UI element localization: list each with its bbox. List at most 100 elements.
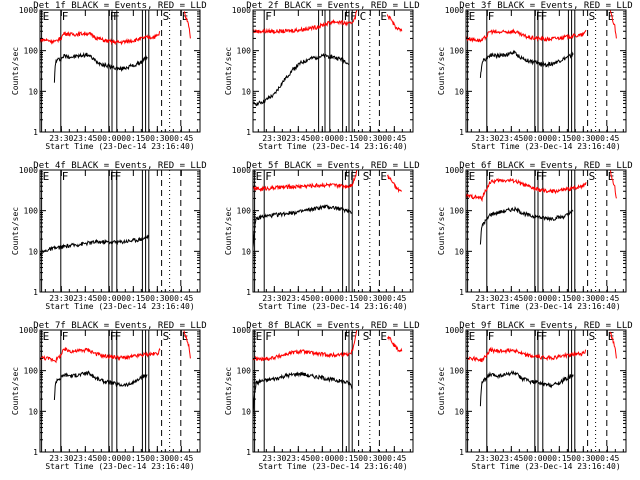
event-marker-label: F — [115, 170, 122, 183]
event-marker-label: E — [256, 330, 263, 343]
y-axis-label: Counts/sec — [224, 367, 233, 415]
y-tick-label: 1000 — [445, 6, 464, 15]
event-marker-label: E — [43, 170, 50, 183]
x-tick-label: 00:00 — [97, 134, 121, 143]
x-axis-label: Start Time (23-Dec-14 23:16:40) — [45, 142, 194, 151]
x-tick-label: 00:30 — [358, 134, 382, 143]
x-tick-label: 00:00 — [310, 454, 334, 463]
x-tick-label: 00:45 — [169, 294, 193, 303]
chart-title: Det 2f BLACK = Events, RED = LLD — [246, 1, 419, 11]
x-tick-label: 00:45 — [595, 134, 619, 143]
y-tick-label: 1000 — [232, 6, 251, 15]
y-tick-label: 1 — [33, 288, 38, 297]
event-marker-label: F — [110, 10, 117, 23]
x-tick-label: 00:15 — [121, 454, 145, 463]
events-series-line — [53, 51, 148, 83]
lld-series-line — [609, 10, 617, 39]
x-tick-label: 23:45 — [499, 294, 523, 303]
y-tick-label: 10 — [241, 407, 251, 416]
plot-frame — [252, 9, 414, 133]
x-tick-label: 00:30 — [358, 294, 382, 303]
lld-series-line — [466, 28, 587, 43]
x-tick-label: 23:30 — [49, 134, 73, 143]
plot-frame — [465, 9, 627, 133]
x-tick-label: 23:30 — [475, 294, 499, 303]
event-marker-label: F — [488, 10, 495, 23]
event-marker-label: F — [350, 330, 357, 343]
event-marker-label: S — [589, 10, 596, 23]
events-series-line — [53, 370, 148, 401]
x-tick-label: 00:45 — [382, 454, 406, 463]
events-series-line — [479, 49, 574, 78]
event-marker-label: E — [380, 330, 387, 343]
chart-title: Det 6f BLACK = Events, RED = LLD — [459, 161, 632, 171]
x-tick-label: 00:00 — [310, 294, 334, 303]
event-marker-label: F — [541, 170, 548, 183]
x-tick-label: 00:00 — [97, 454, 121, 463]
y-tick-label: 100 — [237, 367, 252, 376]
y-axis-label: Counts/sec — [11, 47, 20, 95]
y-tick-label: 10 — [241, 87, 251, 96]
y-tick-label: 100 — [24, 367, 39, 376]
lld-series-line — [466, 177, 587, 203]
plot-frame — [39, 329, 201, 453]
y-tick-label: 1000 — [445, 166, 464, 175]
x-tick-label: 00:30 — [145, 134, 169, 143]
x-tick-label: 23:30 — [475, 454, 499, 463]
x-tick-label: 00:30 — [358, 454, 382, 463]
y-tick-label: 1 — [246, 288, 251, 297]
event-marker-label: F — [110, 170, 117, 183]
x-tick-label: 00:45 — [595, 454, 619, 463]
x-tick-label: 00:15 — [547, 454, 571, 463]
y-tick-label: 1000 — [19, 326, 38, 335]
x-tick-label: 00:15 — [121, 134, 145, 143]
x-tick-label: 00:15 — [334, 294, 358, 303]
lld-series-line — [386, 14, 403, 33]
x-tick-label: 00:45 — [382, 294, 406, 303]
y-axis-label: Counts/sec — [11, 207, 20, 255]
plot-frame — [39, 169, 201, 293]
plot-frame — [465, 169, 627, 293]
event-marker-label: F — [536, 330, 543, 343]
y-tick-label: 1000 — [19, 6, 38, 15]
event-marker-label: F — [62, 170, 69, 183]
y-tick-label: 10 — [454, 247, 464, 256]
event-marker-label: E — [469, 170, 476, 183]
event-marker-label: F — [265, 330, 272, 343]
event-marker-label: F — [536, 170, 543, 183]
x-tick-label: 00:45 — [169, 134, 193, 143]
x-tick-label: 23:45 — [286, 294, 310, 303]
x-tick-label: 23:45 — [286, 454, 310, 463]
y-tick-label: 1 — [246, 128, 251, 137]
events-series-line — [40, 234, 150, 257]
x-tick-label: 00:15 — [334, 134, 358, 143]
event-marker-label: F — [536, 10, 543, 23]
lld-series-line — [609, 331, 617, 359]
y-axis-label: Counts/sec — [11, 367, 20, 415]
y-axis-label: Counts/sec — [437, 47, 446, 95]
y-tick-label: 1 — [33, 448, 38, 457]
y-axis-label: Counts/sec — [437, 367, 446, 415]
y-tick-label: 1000 — [232, 326, 251, 335]
x-tick-label: 00:00 — [523, 294, 547, 303]
events-series-line — [479, 206, 574, 245]
event-marker-label: F — [344, 10, 351, 23]
y-tick-label: 1 — [459, 128, 464, 137]
x-tick-label: 00:00 — [310, 134, 334, 143]
event-marker-label: E — [469, 10, 476, 23]
lld-series-line — [253, 170, 358, 192]
x-tick-label: 00:30 — [571, 134, 595, 143]
x-tick-label: 23:30 — [262, 454, 286, 463]
x-tick-label: 23:30 — [49, 294, 73, 303]
lld-series-line — [40, 346, 161, 364]
event-marker-label: F — [62, 10, 69, 23]
event-marker-label: F — [350, 10, 357, 23]
lld-series-line — [387, 174, 402, 194]
x-tick-label: 00:30 — [571, 294, 595, 303]
chart-title: Det 4f BLACK = Events, RED = LLD — [33, 161, 206, 171]
y-tick-label: 100 — [237, 207, 252, 216]
